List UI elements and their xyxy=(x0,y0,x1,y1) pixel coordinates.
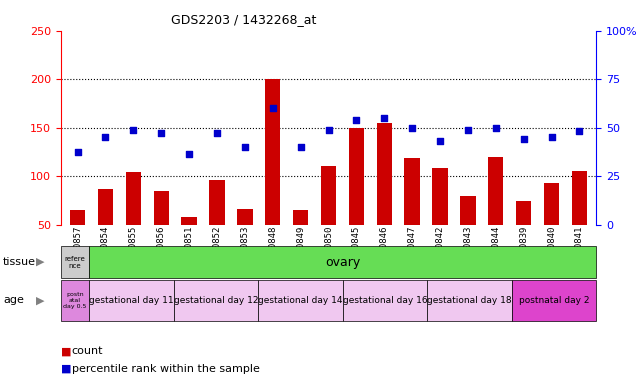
Text: tissue: tissue xyxy=(3,257,36,267)
Bar xyxy=(544,183,559,273)
Text: refere
nce: refere nce xyxy=(65,256,85,268)
Bar xyxy=(70,210,85,273)
Point xyxy=(296,144,306,150)
Point xyxy=(519,136,529,142)
Text: gestational day 18: gestational day 18 xyxy=(427,296,512,305)
Bar xyxy=(237,209,253,273)
Point xyxy=(574,127,585,134)
Text: age: age xyxy=(3,295,24,306)
Point xyxy=(156,129,167,136)
Point xyxy=(323,127,333,133)
Bar xyxy=(404,158,420,273)
Bar xyxy=(349,127,364,273)
Text: ▶: ▶ xyxy=(36,295,45,306)
Bar xyxy=(154,191,169,273)
Point xyxy=(463,127,473,133)
Bar xyxy=(210,180,225,273)
Bar xyxy=(427,280,512,321)
Text: percentile rank within the sample: percentile rank within the sample xyxy=(72,364,260,374)
Bar xyxy=(174,280,258,321)
Point xyxy=(128,127,138,133)
Point xyxy=(490,124,501,131)
Point xyxy=(407,124,417,131)
Bar xyxy=(342,280,427,321)
Bar xyxy=(89,280,174,321)
Text: gestational day 11: gestational day 11 xyxy=(89,296,174,305)
Point xyxy=(240,144,250,150)
Bar xyxy=(488,157,503,273)
Point xyxy=(268,105,278,111)
Text: ▶: ▶ xyxy=(36,257,45,267)
Text: gestational day 12: gestational day 12 xyxy=(174,296,258,305)
Bar xyxy=(258,280,342,321)
Point xyxy=(435,138,445,144)
Text: gestational day 16: gestational day 16 xyxy=(342,296,427,305)
Bar xyxy=(126,172,141,273)
Point xyxy=(546,134,556,141)
Bar xyxy=(181,217,197,273)
Bar xyxy=(460,195,476,273)
Bar xyxy=(293,210,308,273)
Bar xyxy=(61,246,89,278)
Point xyxy=(351,117,362,123)
Bar xyxy=(516,201,531,273)
Text: gestational day 14: gestational day 14 xyxy=(258,296,342,305)
Bar xyxy=(265,79,280,273)
Bar xyxy=(98,189,113,273)
Point xyxy=(101,134,111,141)
Text: ■: ■ xyxy=(61,364,75,374)
Text: postnatal day 2: postnatal day 2 xyxy=(519,296,589,305)
Bar xyxy=(377,123,392,273)
Text: ■: ■ xyxy=(61,346,75,356)
Point xyxy=(72,149,83,155)
Point xyxy=(212,129,222,136)
Bar xyxy=(512,280,596,321)
Text: postn
atal
day 0.5: postn atal day 0.5 xyxy=(63,292,87,309)
Bar xyxy=(572,171,587,273)
Text: count: count xyxy=(72,346,103,356)
Text: GDS2203 / 1432268_at: GDS2203 / 1432268_at xyxy=(171,13,316,26)
Bar xyxy=(321,167,336,273)
Bar xyxy=(61,280,89,321)
Point xyxy=(184,151,194,157)
Text: ovary: ovary xyxy=(325,256,360,268)
Bar xyxy=(432,169,447,273)
Point xyxy=(379,115,389,121)
